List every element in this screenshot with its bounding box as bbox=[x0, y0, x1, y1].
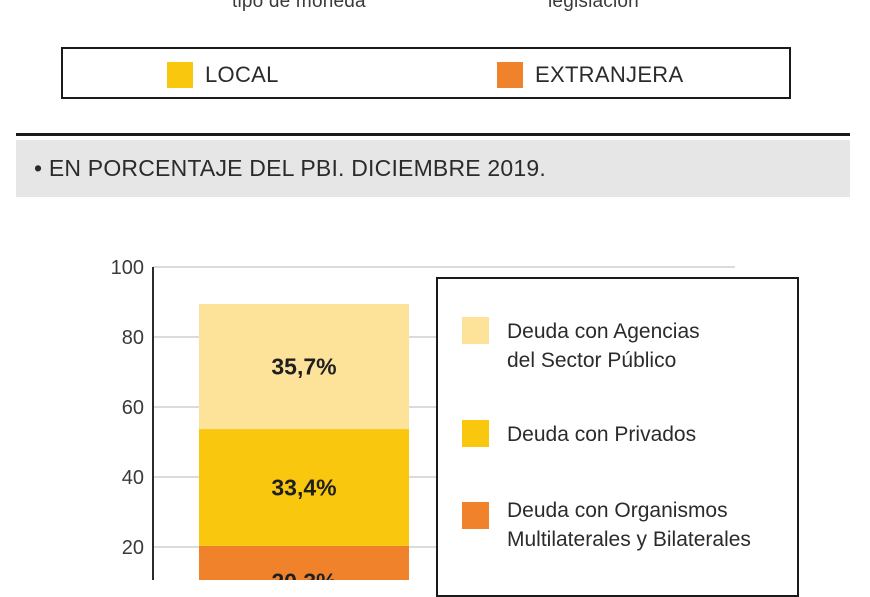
legend-swatch-organismos bbox=[462, 502, 489, 529]
legend-swatch-privados bbox=[462, 420, 489, 447]
y-tick-label-40: 40 bbox=[122, 467, 144, 489]
y-tick-label-20: 20 bbox=[122, 537, 144, 559]
local-swatch bbox=[167, 62, 193, 88]
currency-legend: LOCAL EXTRANJERA bbox=[61, 47, 791, 99]
legend-item-privados: Deuda con Privados bbox=[462, 420, 696, 449]
legend-item-agencias: Deuda con Agencias del Sector Público bbox=[462, 317, 700, 375]
bar-segment-0 bbox=[199, 545, 409, 580]
currency-legend-item-local: LOCAL bbox=[167, 62, 279, 88]
bar-data-label-2: 35,7% bbox=[271, 354, 336, 380]
legend-label-organismos: Deuda con Organismos Multilaterales y Bi… bbox=[507, 499, 751, 551]
legend-item-organismos: Deuda con Organismos Multilaterales y Bi… bbox=[462, 496, 751, 554]
section-divider bbox=[16, 133, 850, 136]
bar-data-labels: 20,3% 33,4% 35,7% bbox=[271, 354, 336, 580]
legend-label-agencias: Deuda con Agencias del Sector Público bbox=[507, 320, 700, 372]
bar-segments bbox=[199, 304, 409, 580]
y-tick-label-80: 80 bbox=[122, 327, 144, 349]
bar-data-label-1: 33,4% bbox=[271, 475, 336, 501]
y-tick-label-100: 100 bbox=[111, 257, 144, 279]
chart-subtitle: • EN PORCENTAJE DEL PBI. DICIEMBRE 2019. bbox=[34, 155, 546, 181]
legend-label-privados: Deuda con Privados bbox=[507, 423, 697, 446]
legend-swatch-agencias bbox=[462, 317, 489, 344]
series-legend: Deuda con Agencias del Sector Público De… bbox=[436, 277, 799, 597]
bar-data-label-0: 20,3% bbox=[271, 568, 336, 580]
bar-segment-2 bbox=[199, 304, 409, 430]
y-tick-label-60: 60 bbox=[122, 397, 144, 419]
bar-segment-1 bbox=[199, 429, 409, 546]
left-caption: tipo de moneda bbox=[232, 0, 366, 12]
right-caption: legislación bbox=[548, 0, 639, 12]
subtitle-bar: • EN PORCENTAJE DEL PBI. DICIEMBRE 2019. bbox=[16, 140, 850, 197]
extranjera-label: EXTRANJERA bbox=[535, 62, 684, 87]
extranjera-swatch bbox=[497, 62, 523, 88]
currency-legend-item-extranjera: EXTRANJERA bbox=[497, 62, 683, 88]
local-label: LOCAL bbox=[205, 62, 279, 87]
y-axis-ticks: 20 40 60 80 100 bbox=[111, 257, 144, 559]
